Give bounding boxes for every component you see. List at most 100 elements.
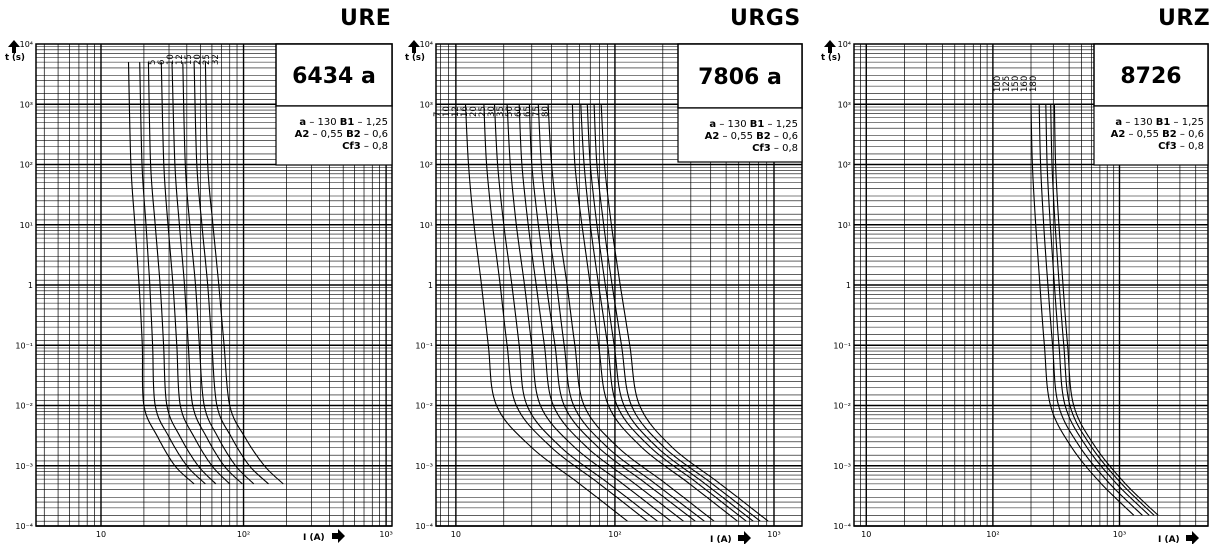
series-label: 7 — [433, 112, 443, 117]
y-tick-label: 10⁻² — [15, 402, 33, 411]
y-tick-label: 10² — [20, 161, 33, 170]
chart-title: URE — [340, 6, 392, 31]
x-tick-label: 10³ — [767, 530, 780, 539]
series-label: 25 — [202, 54, 212, 65]
series-label: 65 — [523, 106, 533, 117]
series-label: 10 — [166, 54, 176, 65]
y-axis-label: t (s) — [821, 53, 841, 63]
curves — [1030, 104, 1159, 516]
fuse-code: 6434 a — [292, 64, 376, 89]
y-tick-label: 10¹ — [838, 221, 851, 230]
series-line — [171, 62, 243, 485]
right-arrow-icon — [332, 529, 345, 543]
y-tick-label: 10³ — [838, 100, 851, 109]
series-line — [160, 62, 231, 485]
series-label: 10 — [442, 106, 452, 117]
param-line: Cf3 – 0,8 — [342, 141, 388, 152]
x-axis-label: I (A) — [1158, 535, 1180, 544]
y-tick-label: 10⁴ — [838, 40, 851, 49]
up-arrow-icon — [8, 40, 20, 53]
y-tick-label: 10¹ — [20, 221, 33, 230]
series-label: 160 — [1020, 76, 1030, 92]
code-box — [275, 43, 393, 107]
series-label: 180 — [1029, 76, 1039, 92]
x-tick-label: 10 — [451, 530, 461, 539]
series-line — [580, 104, 747, 522]
chart-panel-urz: URZ 10⁴ 10³ 10² 10¹ 1 10⁻¹ 10⁻² 10⁻³ 10⁻⁴ 10 10² 10… — [816, 0, 1218, 544]
y-tick-label: 10⁴ — [20, 40, 33, 49]
series-label: 35 — [496, 106, 506, 117]
series-line — [127, 62, 195, 485]
param-line: A2 – 0,55 B2 – 0,6 — [705, 131, 798, 142]
series-label: 32 — [211, 54, 221, 65]
y-tick-label: 10⁻³ — [15, 462, 33, 471]
right-arrow-icon — [1186, 531, 1199, 544]
x-tick-label: 10² — [237, 530, 250, 539]
y-tick-label: 10⁻¹ — [415, 341, 433, 350]
series-label: 20 — [469, 106, 479, 117]
fuse-code: 7806 a — [698, 65, 782, 90]
y-tick-label: 10⁻⁴ — [15, 522, 33, 531]
code-box — [677, 43, 803, 109]
x-tick-label: 10² — [986, 530, 999, 539]
series-line — [204, 62, 284, 485]
chart-title: URGS — [730, 6, 801, 31]
x-tick-label: 10³ — [1113, 530, 1126, 539]
y-tick-label: 10⁻³ — [833, 462, 851, 471]
series-line — [1045, 104, 1150, 516]
series-line — [139, 62, 206, 485]
y-tick-label: 10³ — [420, 100, 433, 109]
chart-svg-urz: 10⁴ 10³ 10² 10¹ 1 10⁻¹ 10⁻² 10⁻³ 10⁻⁴ 10 10² 10³ 100… — [821, 40, 1209, 544]
series-line — [547, 104, 715, 522]
plot-frame — [853, 43, 1209, 527]
curves — [127, 62, 284, 485]
y-tick-label: 10⁻³ — [415, 462, 433, 471]
series-label: 80 — [541, 106, 551, 117]
y-tick-label: 10² — [838, 161, 851, 170]
y-tick-label: 10⁻¹ — [833, 341, 851, 350]
param-line: A2 – 0,55 B2 – 0,6 — [1111, 129, 1204, 140]
param-box — [677, 107, 803, 163]
series-line — [1030, 104, 1135, 516]
y-tick-label: 10⁻² — [833, 402, 851, 411]
param-line: a – 130 B1 – 1,25 — [709, 119, 798, 130]
param-line: A2 – 0,55 B2 – 0,6 — [295, 129, 388, 140]
series-line — [571, 104, 738, 522]
series-label: 12 — [451, 106, 461, 117]
series-label: 20 — [193, 54, 203, 65]
param-line: a – 130 B1 – 1,25 — [1115, 117, 1204, 128]
series-label: 60 — [514, 106, 524, 117]
param-line: Cf3 – 0,8 — [1158, 141, 1204, 152]
series-line — [593, 104, 761, 522]
series-line — [483, 104, 648, 522]
x-tick-label: 10 — [861, 530, 871, 539]
series-line — [493, 104, 658, 522]
y-axis-label: t (s) — [5, 53, 25, 63]
param-box — [1093, 105, 1209, 166]
chart-panel-urgs: URGS 10⁴ 10³ 10² 10¹ 1 10⁻¹ 10⁻² 10⁻³ 10⁻⁴ 10 10² 1… — [404, 0, 812, 544]
y-tick-label: 1 — [846, 281, 851, 290]
series-line — [586, 104, 754, 522]
chart-title: URZ — [1158, 6, 1211, 31]
y-tick-label: 10⁻¹ — [15, 341, 33, 350]
up-arrow-icon — [408, 40, 420, 53]
series-label: 25 — [478, 106, 488, 117]
series-line — [193, 62, 269, 485]
series-label: 100 — [993, 76, 1003, 92]
param-line: Cf3 – 0,8 — [752, 143, 798, 154]
series-label: 50 — [505, 106, 515, 117]
y-tick-label: 1 — [28, 281, 33, 290]
series-label: 6 — [157, 60, 167, 65]
y-axis-label: t (s) — [405, 53, 425, 63]
series-label: 5 — [148, 60, 158, 65]
y-tick-label: 10⁻⁴ — [415, 522, 433, 531]
x-axis-label: I (A) — [303, 533, 325, 543]
fuse-code: 8726 — [1120, 64, 1181, 89]
series-line — [600, 104, 769, 522]
y-tick-label: 10¹ — [420, 221, 433, 230]
param-box — [275, 105, 393, 166]
x-tick-label: 10² — [608, 530, 621, 539]
series-label: 30 — [487, 106, 497, 117]
